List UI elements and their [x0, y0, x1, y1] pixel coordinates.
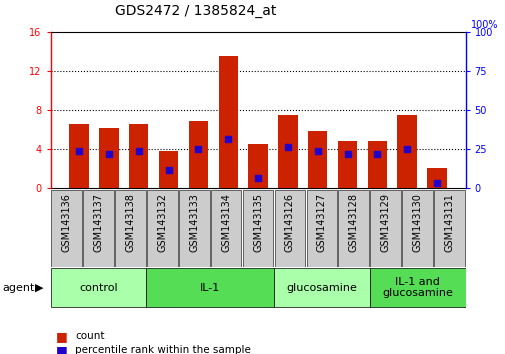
FancyBboxPatch shape	[306, 190, 336, 267]
Text: IL-1: IL-1	[199, 282, 220, 293]
Bar	[308, 131, 327, 188]
FancyBboxPatch shape	[179, 190, 209, 267]
FancyBboxPatch shape	[274, 190, 305, 267]
Bar	[69, 124, 89, 188]
FancyBboxPatch shape	[338, 190, 369, 267]
FancyBboxPatch shape	[433, 190, 464, 267]
Text: glucosamine: glucosamine	[286, 282, 357, 293]
Text: ■: ■	[56, 344, 67, 354]
Bar	[337, 141, 357, 188]
FancyBboxPatch shape	[211, 190, 241, 267]
Bar	[278, 115, 297, 188]
FancyBboxPatch shape	[146, 190, 177, 267]
Text: GSM143130: GSM143130	[412, 193, 422, 252]
Text: ■: ■	[56, 330, 67, 343]
FancyBboxPatch shape	[242, 190, 273, 267]
Text: GSM143132: GSM143132	[157, 193, 167, 252]
Bar	[129, 124, 148, 188]
Text: GSM143131: GSM143131	[444, 193, 453, 252]
Bar	[426, 168, 446, 188]
Text: control: control	[79, 282, 118, 293]
FancyBboxPatch shape	[51, 190, 82, 267]
FancyBboxPatch shape	[369, 268, 465, 307]
FancyBboxPatch shape	[274, 268, 369, 307]
FancyBboxPatch shape	[83, 190, 114, 267]
Bar	[218, 56, 237, 188]
FancyBboxPatch shape	[50, 268, 146, 307]
Bar	[396, 115, 416, 188]
Text: GSM143133: GSM143133	[189, 193, 199, 252]
FancyBboxPatch shape	[401, 190, 432, 267]
Bar	[159, 151, 178, 188]
Text: GSM143136: GSM143136	[62, 193, 71, 252]
Text: GDS2472 / 1385824_at: GDS2472 / 1385824_at	[115, 4, 276, 18]
Text: count: count	[75, 331, 104, 341]
Text: GSM143126: GSM143126	[284, 193, 294, 252]
Text: percentile rank within the sample: percentile rank within the sample	[75, 346, 250, 354]
Text: ▶: ▶	[35, 282, 44, 293]
FancyBboxPatch shape	[115, 190, 145, 267]
Text: GSM143128: GSM143128	[348, 193, 358, 252]
FancyBboxPatch shape	[370, 190, 400, 267]
Text: 100%: 100%	[470, 20, 497, 30]
Text: GSM143134: GSM143134	[221, 193, 231, 252]
Text: IL-1 and
glucosamine: IL-1 and glucosamine	[381, 277, 452, 298]
Text: GSM143137: GSM143137	[93, 193, 103, 252]
FancyBboxPatch shape	[146, 268, 274, 307]
Text: GSM143138: GSM143138	[125, 193, 135, 252]
Bar	[248, 144, 267, 188]
Bar	[188, 121, 208, 188]
Bar	[99, 128, 119, 188]
Bar	[367, 141, 386, 188]
Text: GSM143127: GSM143127	[316, 193, 326, 252]
Text: GSM143135: GSM143135	[252, 193, 263, 252]
Text: GSM143129: GSM143129	[380, 193, 390, 252]
Text: agent: agent	[3, 282, 35, 293]
